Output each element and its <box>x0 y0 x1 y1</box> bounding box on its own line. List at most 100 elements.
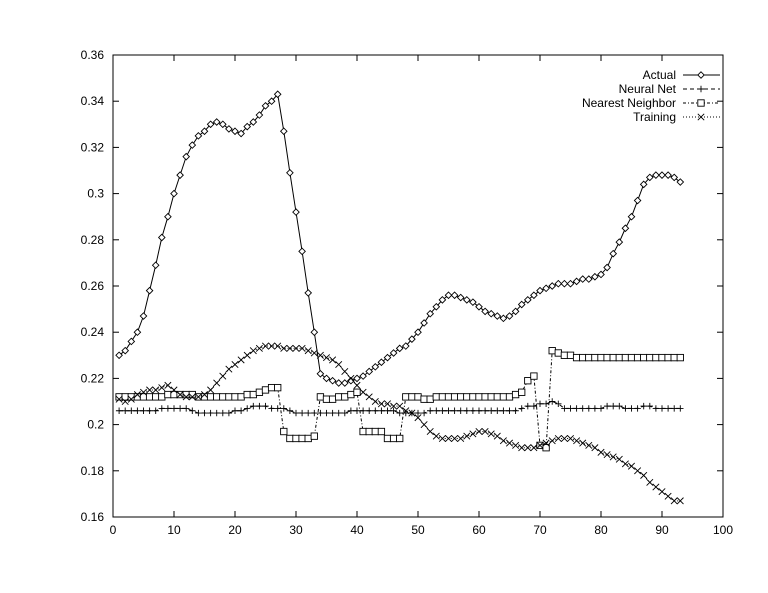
point-actual <box>292 208 300 216</box>
point-neural-net <box>616 402 623 410</box>
point-training <box>261 342 270 350</box>
point-neural-net <box>134 407 141 414</box>
point-neural-net <box>396 409 403 417</box>
point-actual <box>243 122 252 131</box>
point-training <box>457 434 465 442</box>
y-tick-label: 0.2 <box>87 418 104 432</box>
point-nearest-neighbor <box>627 353 636 362</box>
point-training <box>585 441 593 449</box>
point-nearest-neighbor <box>463 393 471 401</box>
point-nearest-neighbor <box>359 427 367 436</box>
point-nearest-neighbor <box>646 353 654 362</box>
point-neural-net <box>140 407 147 414</box>
point-neural-net <box>585 405 592 412</box>
point-actual <box>200 127 209 136</box>
point-training <box>603 451 611 459</box>
point-neural-net <box>378 407 385 414</box>
point-training <box>139 388 148 396</box>
point-training <box>658 488 666 496</box>
point-actual <box>365 367 374 376</box>
point-neural-net <box>622 405 629 412</box>
point-neural-net <box>658 405 666 412</box>
point-neural-net <box>451 407 458 414</box>
point-training <box>664 492 672 500</box>
x-tick-label: 90 <box>655 523 669 537</box>
point-actual <box>121 346 130 355</box>
point-neural-net <box>329 409 336 417</box>
point-neural-net <box>610 402 617 410</box>
point-neural-net <box>530 402 538 410</box>
point-nearest-neighbor <box>554 349 562 357</box>
point-training <box>579 439 587 447</box>
point-actual <box>560 279 569 288</box>
point-actual <box>548 282 557 290</box>
point-training <box>164 381 172 389</box>
point-training <box>200 391 209 399</box>
point-training <box>444 434 453 442</box>
point-training <box>542 439 550 447</box>
point-nearest-neighbor <box>457 393 465 401</box>
point-actual <box>676 178 685 186</box>
point-training <box>512 441 520 449</box>
point-actual <box>170 189 178 198</box>
point-training <box>420 421 428 429</box>
x-tick-label: 60 <box>472 523 486 537</box>
point-nearest-neighbor <box>585 353 593 362</box>
point-training <box>383 400 392 408</box>
point-actual <box>182 152 191 161</box>
point-actual <box>481 307 489 316</box>
point-training <box>646 478 654 486</box>
point-nearest-neighbor <box>597 353 605 362</box>
point-neural-net <box>634 405 641 412</box>
point-nearest-neighbor <box>377 427 386 436</box>
point-neural-net <box>488 407 495 414</box>
point-training <box>487 430 495 438</box>
point-training <box>634 467 642 475</box>
point-neural-net <box>262 402 269 410</box>
point-nearest-neighbor <box>609 353 617 362</box>
point-actual <box>304 289 313 297</box>
point-neural-net <box>542 400 550 408</box>
point-training <box>566 434 575 442</box>
point-training <box>560 434 568 442</box>
point-actual <box>572 277 581 286</box>
point-neural-net <box>573 405 580 412</box>
y-tick-label: 0.3 <box>87 187 104 201</box>
point-actual <box>493 312 502 320</box>
y-tick-label: 0.26 <box>81 279 105 293</box>
legend-marker-neural-net <box>697 85 705 93</box>
point-training <box>432 432 440 440</box>
point-training <box>505 439 514 447</box>
point-actual <box>188 141 197 149</box>
legend-marker-nearest-neighbor <box>697 99 705 107</box>
point-actual <box>566 279 575 288</box>
point-training <box>176 391 184 399</box>
point-nearest-neighbor <box>237 393 245 401</box>
point-nearest-neighbor <box>469 393 477 401</box>
point-actual <box>536 286 544 295</box>
point-nearest-neighbor <box>530 372 538 380</box>
point-training <box>408 409 416 417</box>
point-nearest-neighbor <box>621 353 630 362</box>
point-nearest-neighbor <box>213 393 221 401</box>
point-nearest-neighbor <box>286 434 294 443</box>
point-neural-net <box>603 402 611 410</box>
point-neural-net <box>384 407 391 414</box>
point-neural-net <box>671 405 678 412</box>
point-training <box>615 455 623 463</box>
point-training <box>170 386 178 394</box>
point-training <box>426 428 434 436</box>
point-neural-net <box>677 405 684 412</box>
y-tick-label: 0.34 <box>81 94 105 108</box>
point-actual <box>395 344 404 353</box>
point-actual <box>633 196 642 205</box>
point-actual <box>194 132 203 140</box>
point-training <box>316 351 324 359</box>
point-neural-net <box>280 405 287 412</box>
point-training <box>640 471 648 479</box>
point-neural-net <box>561 405 568 412</box>
point-training <box>554 434 562 442</box>
point-nearest-neighbor <box>658 353 666 362</box>
point-actual <box>212 118 221 126</box>
y-tick-label: 0.18 <box>81 464 105 478</box>
